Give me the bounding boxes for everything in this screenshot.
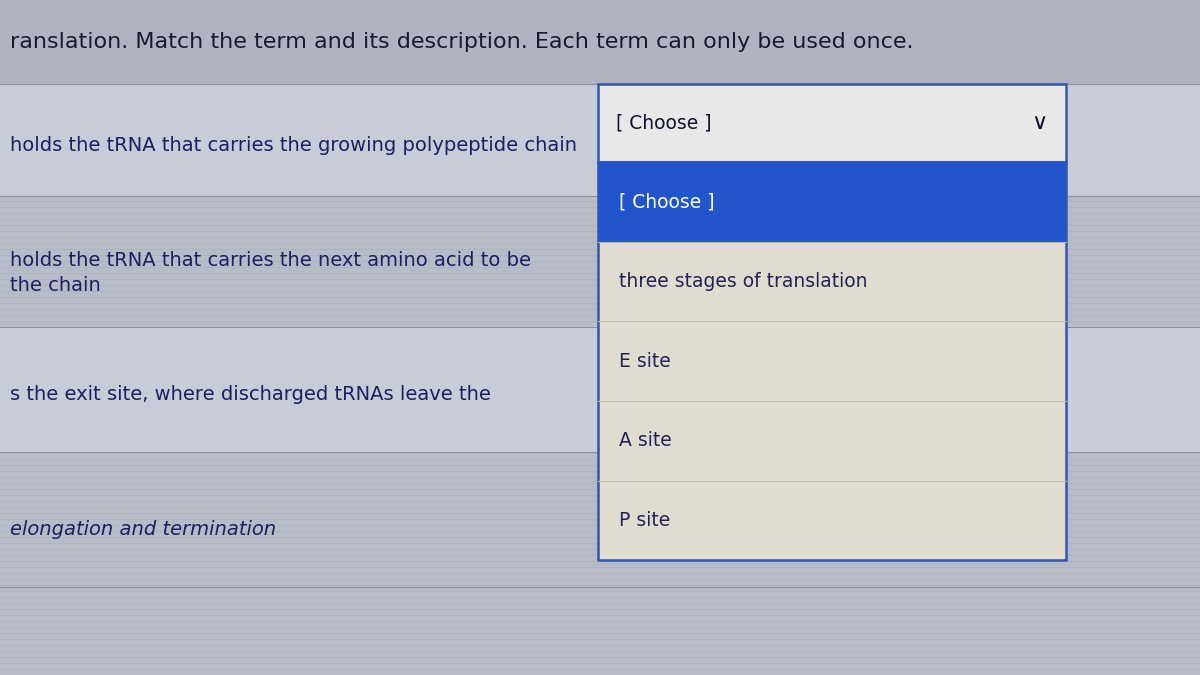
Text: holds the tRNA that carries the growing polypeptide chain: holds the tRNA that carries the growing … xyxy=(10,136,577,155)
Text: ∨: ∨ xyxy=(1031,113,1048,133)
Text: elongation and termination: elongation and termination xyxy=(10,520,276,539)
FancyBboxPatch shape xyxy=(0,0,1200,84)
FancyBboxPatch shape xyxy=(598,84,1066,162)
Text: ranslation. Match the term and its description. Each term can only be used once.: ranslation. Match the term and its descr… xyxy=(10,32,913,52)
FancyBboxPatch shape xyxy=(598,162,1066,560)
Text: P site: P site xyxy=(619,511,671,530)
Text: holds the tRNA that carries the next amino acid to be
the chain: holds the tRNA that carries the next ami… xyxy=(10,251,530,296)
Text: s the exit site, where discharged tRNAs leave the: s the exit site, where discharged tRNAs … xyxy=(10,385,491,404)
Text: three stages of translation: three stages of translation xyxy=(619,272,868,291)
FancyBboxPatch shape xyxy=(0,327,1200,452)
Text: E site: E site xyxy=(619,352,671,371)
FancyBboxPatch shape xyxy=(0,84,1200,196)
FancyBboxPatch shape xyxy=(598,162,1066,242)
Text: [ Choose ]: [ Choose ] xyxy=(616,113,712,133)
Text: A site: A site xyxy=(619,431,672,450)
Text: [ Choose ]: [ Choose ] xyxy=(619,192,715,211)
